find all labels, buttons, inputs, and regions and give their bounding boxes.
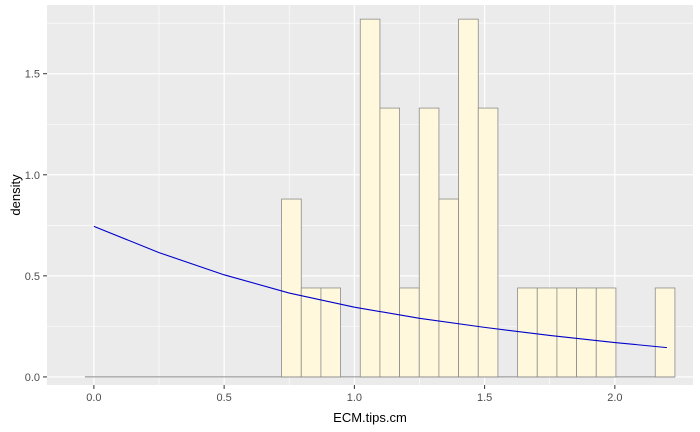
histogram-bar xyxy=(320,287,341,378)
x-tick-label: 0.0 xyxy=(86,392,101,404)
histogram-bar xyxy=(438,198,459,378)
histogram-bar xyxy=(477,107,499,378)
y-tick-label: 1.5 xyxy=(25,69,40,81)
y-axis-ticks: 0.0 0.5 1.0 1.5 xyxy=(25,69,47,384)
histogram-bars xyxy=(281,18,676,378)
histogram-bar xyxy=(399,287,420,378)
histogram-bar xyxy=(300,287,322,378)
y-tick-label: 0.0 xyxy=(25,372,40,384)
x-tick-label: 1.0 xyxy=(347,392,362,404)
fitted-density-curve xyxy=(93,225,668,349)
histogram-bar xyxy=(595,287,617,378)
histogram-bar xyxy=(536,287,558,378)
histogram-bar xyxy=(556,287,577,378)
x-axis-title: ECM.tips.cm xyxy=(333,410,407,425)
histogram-bar xyxy=(359,18,381,378)
histogram-bar xyxy=(458,18,479,378)
y-tick-label: 1.0 xyxy=(25,170,40,182)
x-axis-ticks: 0.0 0.5 1.0 1.5 2.0 xyxy=(86,385,623,404)
histogram-bar xyxy=(281,198,302,378)
histogram-bar xyxy=(576,287,597,378)
histogram-bar xyxy=(418,107,440,378)
y-tick-label: 0.5 xyxy=(25,271,40,283)
y-axis-title: density xyxy=(8,174,23,216)
histogram-bar xyxy=(379,107,400,378)
histogram-bar xyxy=(654,287,676,378)
x-tick-label: 0.5 xyxy=(216,392,231,404)
x-tick-label: 2.0 xyxy=(607,392,622,404)
x-tick-label: 1.5 xyxy=(477,392,492,404)
